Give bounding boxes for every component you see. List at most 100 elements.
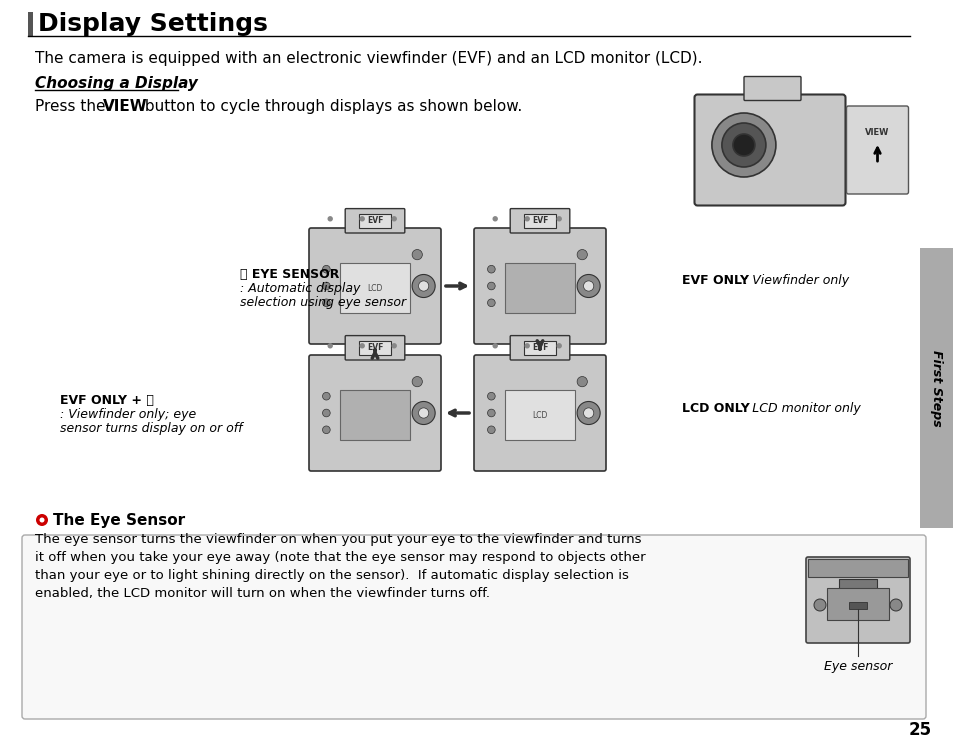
Bar bbox=[28, 12, 33, 36]
Text: Display Settings: Display Settings bbox=[38, 12, 268, 36]
Circle shape bbox=[392, 344, 395, 348]
Text: LCD: LCD bbox=[532, 411, 547, 420]
Bar bbox=[504, 263, 575, 313]
Text: The camera is equipped with an electronic viewfinder (EVF) and an LCD monitor (L: The camera is equipped with an electroni… bbox=[35, 51, 701, 66]
Text: : Automatic display: : Automatic display bbox=[240, 281, 360, 295]
Text: EVF: EVF bbox=[531, 216, 548, 225]
Bar bbox=[339, 390, 410, 441]
Text: : LCD monitor only: : LCD monitor only bbox=[743, 402, 860, 414]
Circle shape bbox=[721, 123, 765, 167]
Text: it off when you take your eye away (note that the eye sensor may respond to obje: it off when you take your eye away (note… bbox=[35, 551, 645, 565]
Text: button to cycle through displays as shown below.: button to cycle through displays as show… bbox=[140, 99, 521, 114]
Circle shape bbox=[732, 134, 754, 156]
Circle shape bbox=[487, 426, 495, 434]
Circle shape bbox=[322, 299, 330, 307]
Circle shape bbox=[487, 299, 495, 307]
Circle shape bbox=[583, 281, 593, 291]
Text: EVF ONLY: EVF ONLY bbox=[681, 274, 748, 286]
Circle shape bbox=[577, 376, 587, 387]
Circle shape bbox=[322, 266, 330, 273]
Text: The Eye Sensor: The Eye Sensor bbox=[53, 512, 185, 527]
Text: EVF: EVF bbox=[366, 216, 383, 225]
Text: VIEW: VIEW bbox=[864, 127, 889, 136]
FancyBboxPatch shape bbox=[309, 355, 440, 471]
FancyBboxPatch shape bbox=[474, 355, 605, 471]
Circle shape bbox=[412, 376, 422, 387]
Bar bbox=[523, 341, 556, 355]
Text: 25: 25 bbox=[908, 721, 931, 739]
Text: Choosing a Display: Choosing a Display bbox=[35, 76, 197, 91]
FancyBboxPatch shape bbox=[345, 209, 404, 233]
Text: LCD: LCD bbox=[367, 283, 382, 292]
Text: LCD ONLY: LCD ONLY bbox=[681, 402, 749, 414]
Circle shape bbox=[39, 518, 45, 523]
Text: First Steps: First Steps bbox=[929, 349, 943, 426]
Circle shape bbox=[711, 113, 775, 177]
Circle shape bbox=[322, 393, 330, 400]
Text: than your eye or to light shining directly on the sensor).  If automatic display: than your eye or to light shining direct… bbox=[35, 569, 628, 583]
Bar bbox=[826, 589, 888, 619]
Bar bbox=[838, 579, 876, 597]
Text: EVF: EVF bbox=[366, 343, 383, 352]
FancyBboxPatch shape bbox=[805, 557, 909, 643]
Circle shape bbox=[493, 217, 497, 221]
Circle shape bbox=[322, 426, 330, 434]
Circle shape bbox=[412, 250, 422, 260]
Circle shape bbox=[328, 344, 332, 348]
Bar bbox=[807, 559, 907, 577]
Text: : Viewfinder only; eye: : Viewfinder only; eye bbox=[60, 408, 196, 420]
Circle shape bbox=[813, 599, 825, 611]
Bar bbox=[339, 263, 410, 313]
Circle shape bbox=[322, 282, 330, 289]
Text: EVF: EVF bbox=[531, 343, 548, 352]
Circle shape bbox=[412, 275, 435, 298]
Circle shape bbox=[577, 402, 599, 425]
Bar bbox=[358, 214, 391, 227]
Bar bbox=[358, 341, 391, 355]
FancyBboxPatch shape bbox=[345, 336, 404, 360]
Text: sensor turns display on or off: sensor turns display on or off bbox=[60, 422, 242, 435]
Circle shape bbox=[493, 344, 497, 348]
Circle shape bbox=[889, 599, 901, 611]
Text: The eye sensor turns the viewfinder on when you put your eye to the viewfinder a: The eye sensor turns the viewfinder on w… bbox=[35, 533, 640, 547]
Circle shape bbox=[487, 282, 495, 289]
Circle shape bbox=[418, 281, 428, 291]
Circle shape bbox=[328, 217, 332, 221]
Circle shape bbox=[487, 409, 495, 417]
Circle shape bbox=[583, 408, 593, 418]
Circle shape bbox=[412, 402, 435, 425]
Circle shape bbox=[487, 393, 495, 400]
Text: Eye sensor: Eye sensor bbox=[823, 660, 891, 673]
FancyBboxPatch shape bbox=[22, 535, 925, 719]
FancyBboxPatch shape bbox=[309, 228, 440, 344]
Circle shape bbox=[487, 266, 495, 273]
Bar bbox=[523, 214, 556, 227]
FancyBboxPatch shape bbox=[510, 336, 569, 360]
Text: ⓘ EYE SENSOR: ⓘ EYE SENSOR bbox=[240, 268, 339, 280]
Circle shape bbox=[577, 250, 587, 260]
Circle shape bbox=[557, 217, 560, 221]
Circle shape bbox=[392, 217, 395, 221]
Text: selection using eye sensor: selection using eye sensor bbox=[240, 295, 406, 308]
Circle shape bbox=[418, 408, 428, 418]
Circle shape bbox=[525, 217, 529, 221]
Circle shape bbox=[577, 275, 599, 298]
Text: : Viewfinder only: : Viewfinder only bbox=[743, 274, 848, 286]
Text: EVF ONLY + ⓘ: EVF ONLY + ⓘ bbox=[60, 393, 153, 406]
Circle shape bbox=[36, 514, 48, 526]
Circle shape bbox=[322, 409, 330, 417]
FancyBboxPatch shape bbox=[743, 76, 801, 100]
Bar bbox=[504, 390, 575, 441]
Circle shape bbox=[525, 344, 529, 348]
Circle shape bbox=[557, 344, 560, 348]
Circle shape bbox=[360, 217, 364, 221]
Text: Press the: Press the bbox=[35, 99, 111, 114]
Bar bbox=[848, 602, 866, 609]
Text: VIEW: VIEW bbox=[103, 99, 148, 114]
Bar bbox=[919, 248, 953, 528]
FancyBboxPatch shape bbox=[510, 209, 569, 233]
Circle shape bbox=[360, 344, 364, 348]
Text: enabled, the LCD monitor will turn on when the viewfinder turns off.: enabled, the LCD monitor will turn on wh… bbox=[35, 587, 490, 601]
FancyBboxPatch shape bbox=[694, 94, 844, 206]
FancyBboxPatch shape bbox=[474, 228, 605, 344]
